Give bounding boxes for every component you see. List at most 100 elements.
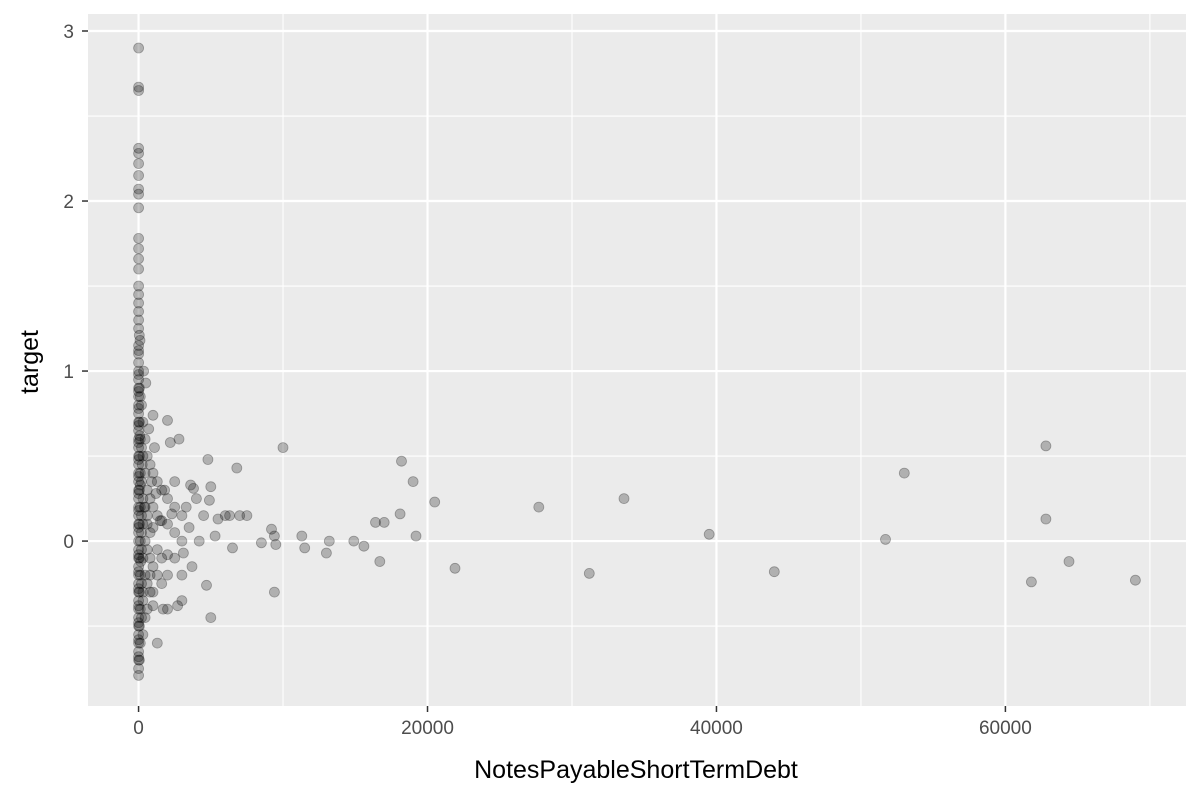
- data-point: [144, 586, 156, 598]
- data-point: [133, 374, 145, 386]
- data-point: [133, 408, 145, 420]
- data-point: [201, 579, 212, 591]
- data-point: [176, 535, 188, 547]
- data-point: [136, 399, 147, 411]
- data-point: [140, 377, 152, 389]
- data-point: [151, 476, 163, 488]
- data-point: [133, 569, 145, 581]
- data-point: [144, 552, 156, 564]
- data-point: [133, 670, 145, 681]
- plot-panel: [88, 14, 1186, 706]
- data-point: [396, 455, 407, 467]
- data-point: [133, 183, 145, 195]
- data-point: [156, 484, 168, 496]
- data-point: [176, 569, 188, 581]
- data-point: [173, 433, 185, 445]
- data-point: [277, 442, 289, 454]
- data-point: [133, 450, 145, 462]
- data-point: [141, 603, 153, 615]
- data-point: [141, 510, 153, 521]
- data-point: [150, 488, 162, 499]
- data-point: [768, 566, 780, 578]
- data-point: [176, 595, 188, 606]
- data-point: [320, 547, 332, 559]
- data-point: [133, 382, 145, 394]
- data-point: [133, 314, 145, 326]
- data-point: [133, 620, 145, 632]
- data-point: [133, 518, 145, 530]
- data-point: [166, 508, 178, 520]
- data-point: [133, 552, 145, 564]
- data-point: [186, 561, 198, 572]
- data-point: [151, 544, 163, 555]
- data-point: [139, 467, 151, 479]
- data-point: [533, 501, 545, 513]
- data-point: [139, 535, 151, 547]
- data-point: [134, 334, 146, 346]
- data-point: [133, 561, 145, 572]
- data-point: [227, 542, 238, 554]
- y-axis-title: target: [16, 330, 44, 394]
- data-point: [136, 527, 147, 538]
- data-point: [162, 569, 173, 581]
- data-point: [133, 391, 145, 403]
- data-point: [169, 476, 181, 488]
- data-point: [1026, 576, 1037, 588]
- data-point: [144, 459, 156, 471]
- data-point: [133, 416, 145, 428]
- data-point: [133, 420, 145, 431]
- data-point: [241, 510, 253, 521]
- x-axis: 0 20000 40000 60000: [133, 706, 1032, 739]
- data-point: [139, 569, 151, 581]
- data-point: [133, 459, 145, 471]
- data-point: [133, 518, 145, 530]
- data-point: [149, 442, 160, 454]
- data-point: [147, 522, 159, 533]
- data-point: [1063, 556, 1075, 567]
- data-point: [133, 306, 145, 317]
- data-point: [268, 586, 280, 598]
- y-tick-label: 2: [63, 192, 74, 213]
- data-point: [193, 535, 205, 547]
- data-point: [134, 430, 146, 442]
- data-point: [156, 578, 168, 589]
- data-point: [133, 81, 145, 93]
- data-point: [147, 409, 159, 421]
- data-point: [133, 403, 145, 414]
- data-point: [134, 467, 146, 479]
- data-point: [147, 561, 159, 572]
- data-point: [133, 433, 145, 445]
- data-point: [898, 467, 910, 479]
- data-point: [133, 399, 145, 411]
- data-point: [270, 539, 282, 550]
- data-point: [138, 501, 150, 513]
- data-point: [143, 423, 155, 435]
- data-point: [159, 484, 171, 496]
- data-point: [133, 142, 145, 154]
- x-tick-label: 0: [133, 718, 144, 739]
- data-point: [133, 450, 145, 462]
- data-point: [139, 433, 151, 445]
- data-point: [162, 603, 173, 615]
- data-point: [133, 297, 145, 309]
- data-point: [133, 535, 145, 547]
- data-point: [133, 345, 145, 357]
- data-point: [137, 493, 149, 505]
- data-point: [374, 556, 386, 567]
- data-point: [133, 369, 145, 380]
- data-point: [133, 646, 145, 657]
- data-point: [169, 527, 181, 538]
- data-point: [133, 289, 145, 300]
- data-point: [133, 471, 145, 482]
- data-point: [164, 437, 176, 448]
- data-point: [177, 547, 189, 559]
- data-point: [185, 479, 197, 491]
- data-point: [134, 569, 146, 581]
- data-point: [156, 552, 168, 564]
- data-point: [133, 527, 145, 538]
- data-point: [133, 488, 145, 499]
- data-point: [133, 253, 145, 265]
- data-point: [172, 600, 184, 612]
- data-point: [162, 414, 173, 426]
- data-point: [134, 603, 146, 615]
